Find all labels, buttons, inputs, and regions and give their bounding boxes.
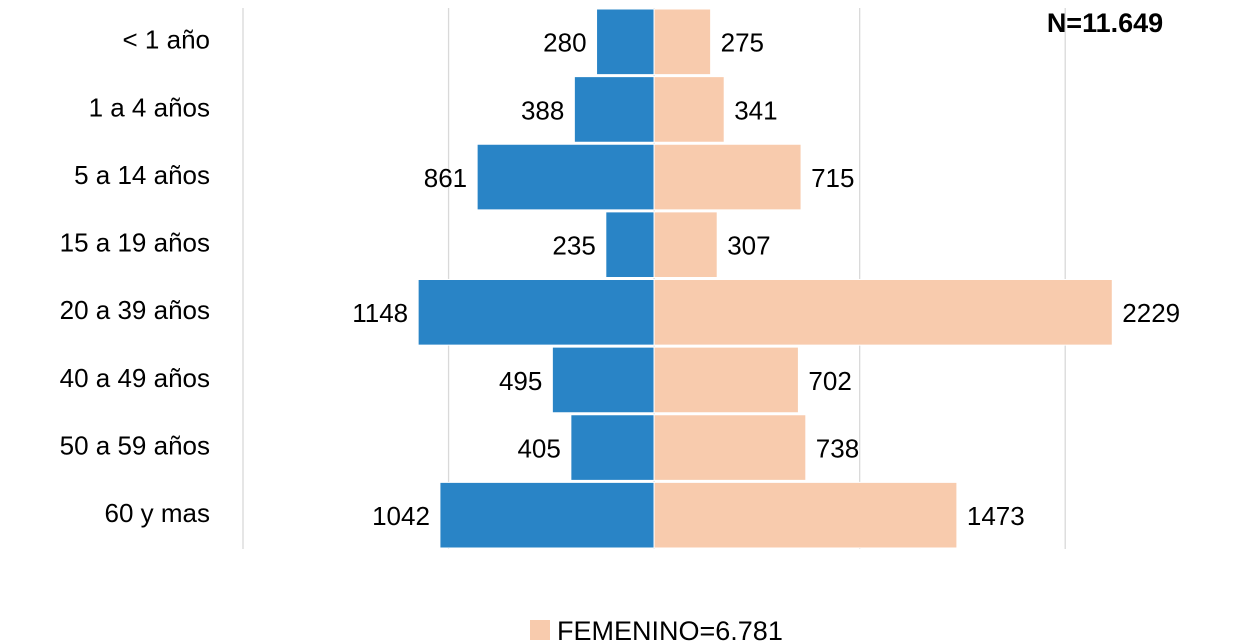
bar bbox=[653, 279, 1113, 346]
legend-label: FEMENINO=6.781 bbox=[557, 616, 783, 643]
value-label: 715 bbox=[811, 163, 854, 193]
category-label: 60 y mas bbox=[105, 498, 211, 528]
value-label: 1042 bbox=[372, 501, 430, 531]
bar bbox=[653, 76, 725, 143]
bar bbox=[653, 414, 807, 481]
value-label: 1148 bbox=[352, 298, 408, 328]
bar bbox=[653, 8, 712, 76]
annotation: N=11.649 bbox=[1047, 8, 1163, 38]
value-label: 1473 bbox=[967, 501, 1025, 531]
value-label: 702 bbox=[808, 366, 851, 396]
category-label: < 1 año bbox=[123, 25, 210, 55]
value-label: 738 bbox=[816, 433, 859, 463]
bar bbox=[605, 211, 655, 278]
bar bbox=[417, 279, 655, 346]
category-label: 1 a 4 años bbox=[89, 92, 210, 122]
bar bbox=[653, 481, 958, 549]
bar bbox=[573, 76, 655, 143]
value-label: 2229 bbox=[1122, 298, 1180, 328]
bar bbox=[596, 8, 655, 76]
value-label: 280 bbox=[543, 28, 586, 58]
bar bbox=[653, 346, 799, 414]
value-label: 388 bbox=[521, 95, 564, 125]
value-label: 341 bbox=[734, 95, 777, 125]
bar bbox=[653, 143, 802, 211]
bar bbox=[653, 211, 718, 278]
bar bbox=[476, 143, 655, 211]
category-label: 15 a 19 años bbox=[60, 228, 210, 258]
category-label: 50 a 59 años bbox=[60, 430, 210, 460]
category-label: 40 a 49 años bbox=[60, 363, 210, 393]
category-label: 20 a 39 años bbox=[60, 295, 210, 325]
value-label: 235 bbox=[552, 231, 595, 261]
value-label: 861 bbox=[424, 163, 467, 193]
bar bbox=[439, 481, 655, 549]
bar bbox=[551, 346, 655, 414]
legend-swatch bbox=[530, 620, 550, 640]
value-label: 307 bbox=[727, 231, 770, 261]
category-label: 5 a 14 años bbox=[74, 160, 210, 190]
value-label: 495 bbox=[499, 366, 542, 396]
value-label: 275 bbox=[721, 28, 764, 58]
bar bbox=[570, 414, 655, 481]
value-label: 405 bbox=[517, 433, 560, 463]
